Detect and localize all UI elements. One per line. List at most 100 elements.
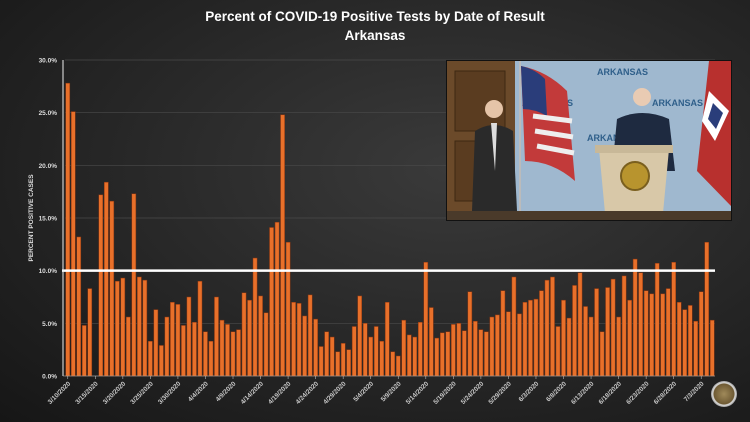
bar bbox=[539, 290, 544, 377]
x-tick-label: 4/29/2020 bbox=[322, 380, 348, 406]
bar bbox=[230, 331, 236, 377]
bar bbox=[511, 276, 517, 377]
bar bbox=[302, 315, 307, 377]
x-tick-label: 4/19/2020 bbox=[267, 380, 293, 406]
x-tick-label: 6/23/2020 bbox=[625, 380, 651, 406]
bar bbox=[484, 331, 489, 377]
x-tick-label: 4/9/2020 bbox=[215, 380, 238, 403]
bar bbox=[594, 288, 599, 377]
bar bbox=[269, 227, 274, 377]
bar bbox=[671, 261, 676, 377]
bar bbox=[296, 303, 302, 377]
bar bbox=[687, 305, 693, 377]
bar bbox=[412, 336, 418, 377]
bar bbox=[456, 323, 462, 377]
x-tick-label: 5/24/2020 bbox=[460, 380, 486, 406]
bar bbox=[87, 288, 93, 377]
x-tick-label: 5/19/2020 bbox=[432, 380, 458, 406]
bar bbox=[357, 295, 363, 377]
bar bbox=[109, 200, 115, 377]
bar bbox=[164, 316, 170, 377]
bar bbox=[81, 325, 87, 377]
bar bbox=[583, 306, 588, 377]
bar bbox=[522, 302, 528, 377]
svg-text:ARKANSAS: ARKANSAS bbox=[587, 133, 638, 143]
x-tick-label: 6/13/2020 bbox=[570, 380, 596, 406]
y-tick-label: 5.0% bbox=[42, 321, 57, 328]
bar bbox=[434, 337, 440, 377]
bar bbox=[373, 326, 379, 377]
bar bbox=[489, 316, 495, 377]
bar bbox=[643, 290, 649, 377]
bar bbox=[104, 181, 109, 377]
us-flag bbox=[519, 61, 575, 220]
bar bbox=[368, 336, 374, 377]
bar bbox=[417, 322, 423, 377]
bar bbox=[423, 261, 429, 377]
y-tick-label: 25.0% bbox=[39, 110, 58, 117]
x-tick-label: 5/9/2020 bbox=[380, 380, 403, 403]
bar bbox=[247, 299, 252, 377]
podium bbox=[595, 145, 673, 213]
bar bbox=[704, 241, 710, 377]
x-tick-label: 4/4/2020 bbox=[187, 380, 210, 403]
bar bbox=[660, 293, 665, 377]
bar bbox=[351, 326, 357, 377]
y-axis-label: PERCENT POSITIVE CASES bbox=[28, 174, 35, 262]
x-tick-label: 3/15/2020 bbox=[74, 380, 100, 406]
x-tick-label: 4/14/2020 bbox=[240, 380, 266, 406]
bar bbox=[329, 336, 335, 377]
bar bbox=[500, 290, 506, 377]
bar bbox=[709, 319, 715, 377]
bar bbox=[241, 292, 247, 377]
bar bbox=[473, 320, 478, 377]
bar bbox=[291, 302, 296, 377]
bar bbox=[429, 307, 434, 377]
bar bbox=[274, 221, 280, 377]
x-tick-label: 4/24/2020 bbox=[295, 380, 321, 406]
bar bbox=[693, 320, 699, 377]
arkansas-seal-icon bbox=[711, 381, 737, 407]
bar bbox=[445, 331, 451, 377]
x-tick-label: 3/20/2020 bbox=[102, 380, 128, 406]
bar bbox=[170, 302, 175, 377]
x-tick-label: 6/8/2020 bbox=[545, 380, 568, 403]
bar bbox=[577, 272, 583, 377]
x-tick-label: 3/30/2020 bbox=[157, 380, 183, 406]
bar bbox=[76, 236, 82, 377]
bar bbox=[649, 293, 654, 377]
bar bbox=[599, 331, 605, 377]
bar bbox=[346, 349, 351, 377]
bar bbox=[280, 114, 285, 377]
bar bbox=[638, 272, 643, 377]
bar bbox=[566, 317, 572, 377]
x-tick-label: 6/28/2020 bbox=[653, 380, 679, 406]
bar bbox=[406, 334, 412, 377]
x-tick-label: 5/14/2020 bbox=[405, 380, 431, 406]
bar bbox=[263, 312, 269, 377]
bar bbox=[506, 311, 511, 377]
backdrop-text: ARKANSAS bbox=[597, 67, 648, 77]
bar bbox=[65, 82, 71, 377]
bar bbox=[203, 331, 208, 377]
bar bbox=[115, 280, 120, 377]
bar bbox=[186, 296, 192, 377]
bar bbox=[698, 291, 704, 377]
bar bbox=[225, 324, 230, 377]
bar bbox=[610, 278, 616, 377]
bar bbox=[390, 351, 396, 377]
bar bbox=[605, 287, 610, 377]
x-tick-label: 3/10/2020 bbox=[47, 380, 73, 406]
bar bbox=[324, 331, 329, 377]
chart-subtitle: Arkansas bbox=[344, 28, 406, 43]
x-tick-label: 6/18/2020 bbox=[598, 380, 624, 406]
bar bbox=[219, 319, 225, 377]
bar bbox=[153, 309, 159, 377]
bar bbox=[181, 325, 186, 377]
bar bbox=[572, 285, 577, 377]
bar bbox=[318, 346, 324, 377]
svg-text:ARKANSAS: ARKANSAS bbox=[652, 98, 703, 108]
y-tick-label: 10.0% bbox=[39, 268, 58, 275]
bar bbox=[148, 340, 153, 377]
bar bbox=[395, 355, 401, 377]
